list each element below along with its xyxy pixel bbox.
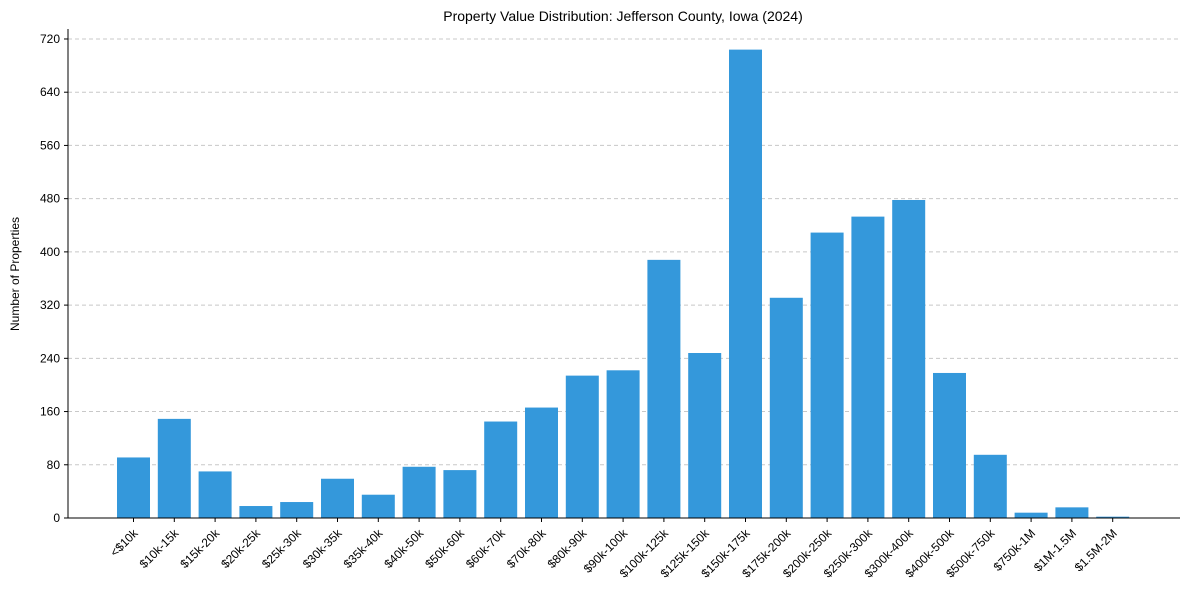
y-tick-label: 240 — [40, 351, 60, 365]
x-tick-label: $50k-60k — [422, 526, 468, 572]
bar — [484, 421, 518, 518]
y-tick-label: 0 — [53, 511, 60, 525]
bar — [280, 502, 314, 518]
bar — [688, 353, 722, 518]
y-tick-label: 80 — [47, 458, 61, 472]
bar — [198, 471, 232, 518]
bar — [810, 232, 844, 518]
x-tick-label: $35k-40k — [341, 526, 387, 572]
y-axis-title: Number of Properties — [8, 217, 22, 331]
y-tick-label: 560 — [40, 138, 60, 152]
bar — [239, 506, 273, 518]
y-axis-ticks: 0 80 160 240 320 400 480 560 640 720 — [40, 32, 68, 525]
bar — [525, 407, 558, 518]
bar — [933, 372, 966, 518]
bar — [1096, 516, 1130, 518]
y-tick-label: 400 — [40, 245, 60, 259]
bar — [647, 259, 681, 518]
x-tick-label: $25k-30k — [259, 526, 305, 572]
bar — [402, 466, 436, 518]
x-tick-label: $15k-20k — [177, 526, 223, 572]
x-tick-label: <$10k — [107, 526, 141, 560]
gridlines — [68, 38, 1180, 466]
x-tick-label: $60k-70k — [463, 526, 509, 572]
bar — [117, 457, 150, 518]
x-tick-label: $10k-15k — [137, 526, 183, 572]
x-tick-label: $70k-80k — [504, 526, 550, 572]
x-tick-label: $750k-1M — [991, 526, 1039, 574]
x-tick-label: $20k-25k — [218, 526, 264, 572]
axes — [67, 29, 1180, 519]
bar — [973, 454, 1007, 518]
bar — [321, 478, 354, 518]
bars — [117, 49, 1130, 519]
bar — [892, 199, 926, 518]
bar — [769, 297, 803, 518]
bar — [851, 216, 885, 518]
y-tick-label: 160 — [40, 405, 60, 419]
bar — [565, 375, 599, 518]
bar — [157, 418, 191, 518]
x-axis-ticks: <$10k$10k-15k$15k-20k$20k-25k$25k-30k$30… — [107, 518, 1120, 580]
bar — [729, 49, 762, 519]
x-tick-label: $40k-50k — [381, 526, 427, 572]
x-tick-label: $1.5M-2M — [1072, 526, 1120, 574]
y-tick-label: 480 — [40, 192, 60, 206]
y-tick-label: 640 — [40, 85, 60, 99]
x-tick-label: $30k-35k — [300, 526, 346, 572]
y-tick-label: 720 — [40, 32, 60, 46]
bar — [361, 494, 395, 518]
y-tick-label: 320 — [40, 298, 60, 312]
bar — [1055, 507, 1089, 518]
chart-title: Property Value Distribution: Jefferson C… — [443, 8, 803, 24]
bar — [443, 470, 477, 518]
bar — [1014, 512, 1048, 518]
x-tick-label: $1M-1.5M — [1031, 526, 1079, 574]
bar — [606, 370, 640, 518]
